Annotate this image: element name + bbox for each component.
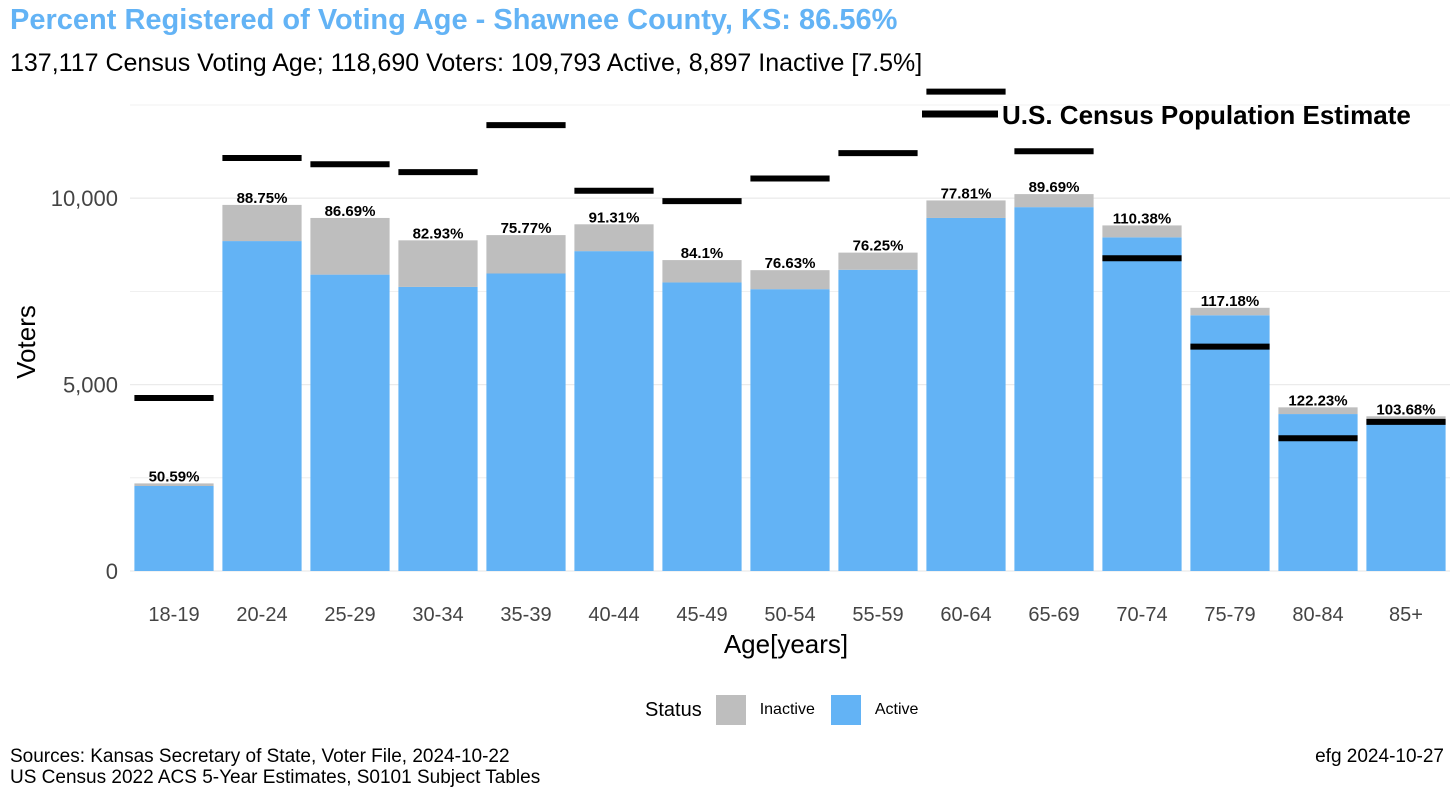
y-tick-label: 5,000 <box>63 373 118 398</box>
x-tick-label-25-29: 25-29 <box>324 604 375 626</box>
legend-swatch-active <box>830 695 861 725</box>
percent-label-20-24: 88.75% <box>237 190 288 207</box>
bar-inactive-65-69 <box>1014 194 1094 208</box>
percent-label-60-64: 77.81% <box>941 185 992 202</box>
bar-inactive-35-39 <box>486 235 566 274</box>
bar-active-75-79 <box>1190 315 1270 571</box>
bar-active-20-24 <box>222 241 302 571</box>
bar-active-60-64 <box>926 217 1006 571</box>
percent-label-30-34: 82.93% <box>413 225 464 242</box>
x-tick-label-40-44: 40-44 <box>588 604 639 626</box>
x-tick-label-60-64: 60-64 <box>940 604 991 626</box>
percent-label-80-84: 122.23% <box>1288 392 1347 409</box>
percent-label-85+: 103.68% <box>1376 401 1435 418</box>
legend: Status Inactive Active <box>645 690 934 730</box>
x-tick-label-85+: 85+ <box>1389 604 1423 626</box>
x-tick-label-18-19: 18-19 <box>148 604 199 626</box>
x-tick-label-30-34: 30-34 <box>412 604 463 626</box>
y-axis-label: Voters <box>11 305 41 379</box>
y-axis-ticks: 0 5,000 10,000 <box>51 186 118 584</box>
bar-active-85+ <box>1366 421 1446 571</box>
percent-label-45-49: 84.1% <box>681 245 724 262</box>
bar-inactive-70-74 <box>1102 225 1182 238</box>
x-tick-label-45-49: 45-49 <box>676 604 727 626</box>
percent-label-50-54: 76.63% <box>765 255 816 272</box>
census-marks <box>134 88 1446 442</box>
y-tick-label: 0 <box>106 559 118 584</box>
x-tick-label-35-39: 35-39 <box>500 604 551 626</box>
x-tick-label-20-24: 20-24 <box>236 604 287 626</box>
source-line-1: Sources: Kansas Secretary of State, Vote… <box>10 746 510 767</box>
credit: efg 2024-10-27 <box>1315 746 1444 767</box>
bar-active-45-49 <box>662 282 742 571</box>
x-tick-label-75-79: 75-79 <box>1204 604 1255 626</box>
legend-swatch-inactive <box>715 695 746 725</box>
chart-title: Percent Registered of Voting Age - Shawn… <box>10 4 898 36</box>
percent-label-70-74: 110.38% <box>1113 210 1171 227</box>
x-axis-label: Age[years] <box>724 629 848 659</box>
legend-title: Status <box>645 698 702 721</box>
chart-subtitle: 137,117 Census Voting Age; 118,690 Voter… <box>10 49 923 77</box>
bar-inactive-20-24 <box>222 204 302 242</box>
bar-inactive-50-54 <box>750 270 830 290</box>
source-line-2: US Census 2022 ACS 5-Year Estimates, S01… <box>10 767 541 788</box>
bar-inactive-40-44 <box>574 224 654 252</box>
census-legend: U.S. Census Population Estimate <box>922 100 1411 130</box>
percent-label-18-19: 50.59% <box>149 468 200 485</box>
percent-label-65-69: 89.69% <box>1029 179 1080 196</box>
bar-active-40-44 <box>574 251 654 571</box>
x-tick-label-80-84: 80-84 <box>1292 604 1343 626</box>
bar-inactive-30-34 <box>398 240 478 287</box>
x-tick-label-50-54: 50-54 <box>764 604 815 626</box>
bar-active-30-34 <box>398 286 478 571</box>
bar-inactive-18-19 <box>134 483 214 487</box>
bar-active-70-74 <box>1102 237 1182 571</box>
x-tick-label-55-59: 55-59 <box>852 604 903 626</box>
legend-label-active: Active <box>874 701 919 718</box>
bar-active-18-19 <box>134 486 214 571</box>
percent-label-25-29: 86.69% <box>325 203 376 220</box>
bar-inactive-60-64 <box>926 200 1006 218</box>
legend-label-inactive: Inactive <box>759 701 815 718</box>
bar-active-50-54 <box>750 289 830 571</box>
bar-inactive-75-79 <box>1190 307 1270 316</box>
x-tick-label-65-69: 65-69 <box>1028 604 1079 626</box>
census-legend-label: U.S. Census Population Estimate <box>1002 100 1411 130</box>
bar-inactive-80-84 <box>1278 407 1358 415</box>
bar-active-25-29 <box>310 274 390 571</box>
bar-inactive-45-49 <box>662 260 742 283</box>
bar-inactive-25-29 <box>310 217 390 275</box>
bar-active-65-69 <box>1014 207 1094 571</box>
x-axis-ticks: 18-19 20-24 25-29 30-34 35-39 40-44 45-49 50-54… <box>148 604 1423 626</box>
percent-labels: 50.59% 88.75% 86.69% 82.93% 75.77% 91.31% 84.1… <box>149 179 1436 485</box>
bar-active-55-59 <box>838 269 918 571</box>
bars <box>134 194 1446 571</box>
sources: Sources: Kansas Secretary of State, Vote… <box>10 746 540 788</box>
percent-label-40-44: 91.31% <box>589 209 640 226</box>
percent-label-55-59: 76.25% <box>853 238 904 255</box>
bar-active-35-39 <box>486 273 566 571</box>
x-tick-label-70-74: 70-74 <box>1116 604 1167 626</box>
percent-label-35-39: 75.77% <box>501 220 552 237</box>
bar-inactive-55-59 <box>838 252 918 270</box>
y-tick-label: 10,000 <box>51 186 118 211</box>
percent-label-75-79: 117.18% <box>1201 293 1259 310</box>
